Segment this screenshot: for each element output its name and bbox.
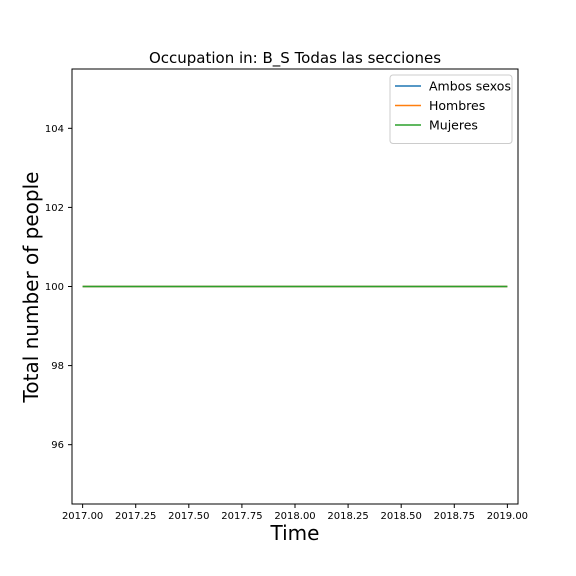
y-tick-label: 96 xyxy=(51,440,64,451)
y-axis: 96 98 100 102 104 xyxy=(45,124,72,451)
x-axis-label: Time xyxy=(270,521,320,545)
x-tick-label: 2018.25 xyxy=(327,511,368,522)
x-tick-label: 2017.50 xyxy=(168,511,209,522)
legend-label: Ambos sexos xyxy=(429,79,511,94)
legend-box xyxy=(389,74,513,144)
x-tick-label: 2017.25 xyxy=(115,511,156,522)
x-tick-label: 2019.00 xyxy=(487,511,528,522)
x-tick-label: 2018.50 xyxy=(381,511,422,522)
y-tick-label: 98 xyxy=(51,361,64,372)
y-tick-label: 104 xyxy=(45,124,64,135)
y-tick-label: 102 xyxy=(45,203,64,214)
x-tick-label: 2017.75 xyxy=(221,511,262,522)
chart-title: Occupation in: B_S Todas las secciones xyxy=(149,49,441,68)
legend: Ambos sexos Hombres Mujeres xyxy=(389,74,513,144)
y-axis-label: Total number of people xyxy=(19,172,43,404)
y-tick-label: 100 xyxy=(45,282,64,293)
x-tick-label: 2018.75 xyxy=(434,511,475,522)
x-tick-label: 2017.00 xyxy=(62,511,103,522)
x-tick-label: 2018.00 xyxy=(274,511,315,522)
legend-label: Hombres xyxy=(429,98,485,113)
x-axis: 2017.00 2017.25 2017.50 2017.75 2018.00 2018.… xyxy=(62,504,528,522)
legend-label: Mujeres xyxy=(429,118,478,133)
